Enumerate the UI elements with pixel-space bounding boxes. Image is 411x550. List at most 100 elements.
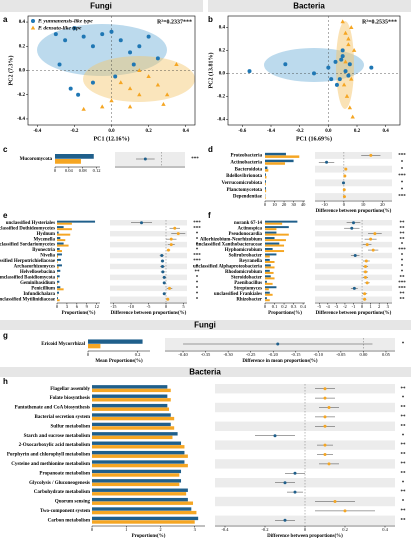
x-tick-label: 3 (194, 527, 197, 532)
point (346, 73, 351, 78)
bar (57, 239, 66, 242)
point (90, 80, 95, 85)
x-tick-label: 0 (56, 304, 59, 309)
significance: ** (401, 443, 407, 448)
x-axis-label: Proportions(%) (268, 311, 302, 316)
bar (92, 463, 188, 468)
row-band (315, 274, 392, 281)
significance: *** (398, 286, 406, 291)
diff-tick-label: 0.2 (342, 527, 348, 532)
point (118, 80, 123, 85)
row-band (215, 384, 395, 394)
diff-point (365, 243, 369, 247)
diff-point (323, 443, 327, 447)
y-tick-label: 0.0 (19, 69, 26, 74)
diff-point (161, 270, 165, 274)
y-tick-label: 0.2 (219, 49, 226, 54)
diff-point (166, 248, 170, 252)
diff-point (352, 221, 355, 225)
diff-axis-label: Difference between proportions(%) (111, 311, 187, 316)
category-label: unclassified Frankiales (214, 292, 262, 297)
diff-tick-label: -0.30 (223, 352, 233, 357)
x-tick-label: 9 (86, 304, 89, 309)
x-tick-label: 0.1 (272, 304, 278, 309)
bar (92, 501, 194, 505)
diff-point (168, 286, 171, 290)
category-label: Glycolysis / Gluconeogenesis (29, 481, 90, 486)
category-label: Steroidobacter (231, 276, 263, 281)
category-label: Verrucomicrobiota (221, 181, 262, 186)
significance: * (402, 500, 405, 505)
panel-label: e (3, 211, 8, 220)
section-header: Bacteria (293, 2, 325, 11)
significance: * (196, 292, 199, 297)
row-band (110, 241, 187, 248)
bar (92, 469, 182, 474)
bar (57, 233, 71, 236)
diff-tick-label: 0.05 (382, 352, 391, 357)
row-band (315, 230, 392, 237)
bar (57, 220, 96, 223)
row-band (110, 252, 187, 259)
diff-axis-label: Difference between proportions(%) (267, 534, 343, 539)
panel-label: d (208, 145, 213, 154)
bar (88, 339, 143, 344)
category-label: Ilyonectria (32, 248, 55, 253)
diff-point (283, 518, 287, 522)
bar (265, 180, 266, 183)
x-tick-label: 30 (291, 202, 296, 207)
diff-point (342, 188, 346, 192)
significance: *** (398, 281, 406, 286)
point (347, 62, 352, 67)
diff-point (276, 342, 280, 346)
x-tick-label: 20 (282, 202, 287, 207)
bar (265, 239, 286, 242)
bar (92, 432, 178, 436)
category-label: Quorum sensing (55, 500, 91, 505)
category-label: Propanoate metabolism (39, 471, 90, 476)
point (340, 54, 345, 59)
significance: * (401, 188, 404, 193)
point (100, 32, 105, 37)
bar (265, 189, 267, 193)
point (343, 69, 348, 74)
point (109, 29, 114, 34)
bar (265, 162, 285, 165)
point (72, 26, 77, 31)
bar (265, 176, 267, 179)
significance: * (196, 232, 199, 237)
bar (265, 282, 273, 285)
category-label: Dependentiae (233, 195, 263, 200)
bar (265, 237, 275, 240)
category-label: unclassified Basidiomycota (0, 276, 56, 281)
point (283, 62, 288, 67)
diff-point (327, 462, 331, 466)
significance: ** (401, 453, 407, 458)
diff-point (353, 254, 357, 258)
bar (265, 253, 277, 256)
bar (265, 293, 273, 296)
significance: * (196, 237, 199, 242)
point (351, 48, 357, 52)
legend-label: P. yunnanensis-like type (38, 18, 93, 24)
bar (265, 244, 285, 247)
point (137, 44, 142, 49)
category-label: unclassified Dothideomycetes (0, 226, 55, 231)
bar (265, 286, 277, 289)
bar (57, 228, 72, 231)
section-header: Fungi (90, 2, 112, 11)
diff-tick-label: -0.35 (201, 352, 211, 357)
point (340, 19, 345, 24)
bar (265, 182, 266, 186)
y-axis-label: PC2 (7.3%) (7, 56, 14, 86)
diff-tick-label: -0.4 (221, 527, 229, 532)
diff-tick-label: -1 (352, 304, 356, 309)
row-band (315, 193, 392, 200)
bar (57, 231, 59, 234)
diff-point (369, 237, 373, 241)
diff-axis-label: Difference between proportions(%) (316, 311, 392, 316)
significance: ** (401, 424, 407, 429)
point (164, 92, 170, 97)
diff-point (371, 248, 375, 252)
bar (88, 344, 101, 349)
